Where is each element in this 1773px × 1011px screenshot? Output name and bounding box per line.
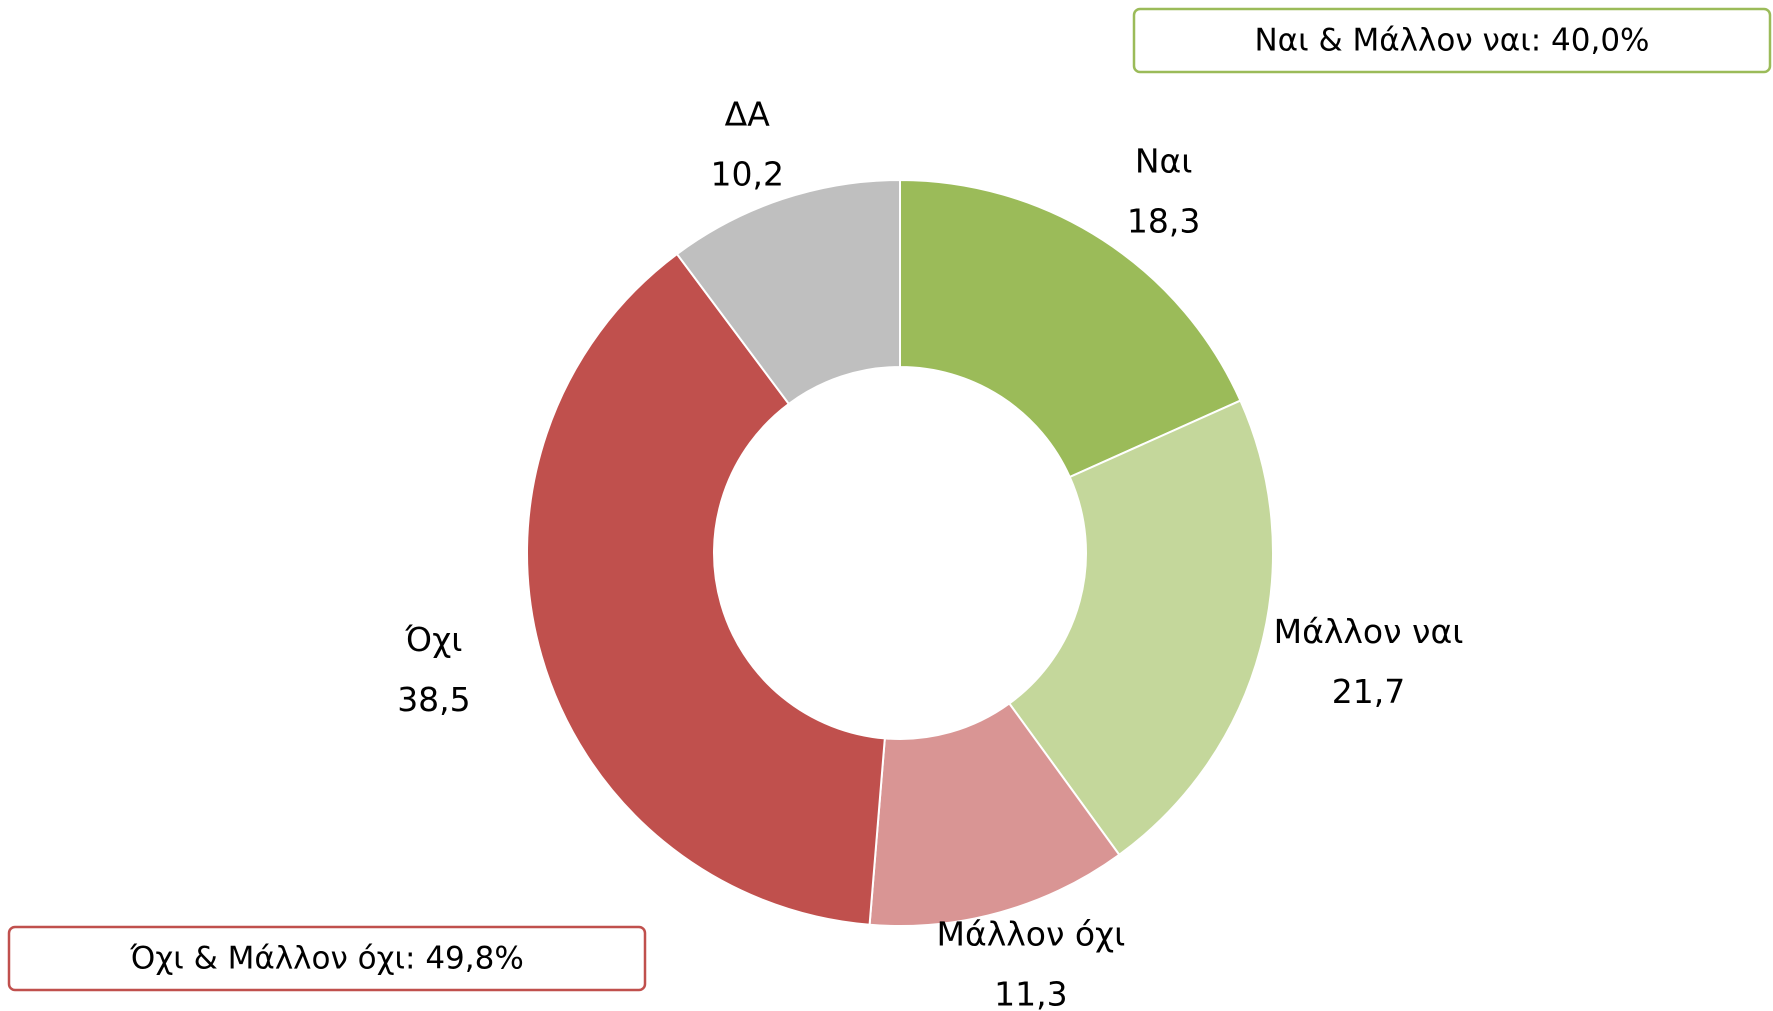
donut-slice <box>526 252 886 926</box>
value-label: 18,3 <box>1127 202 1200 241</box>
annotation-box <box>7 925 647 992</box>
donut-slice <box>899 178 1242 479</box>
annotation: Όχι & Μάλλον όχι: 49,8% <box>129 941 524 977</box>
donut-slice <box>868 702 1121 927</box>
donut-slice <box>675 178 901 406</box>
slice-label: Ναι <box>1135 142 1193 181</box>
slice-label: Όχι <box>404 620 462 659</box>
slice-label: Μάλλον όχι <box>936 915 1125 954</box>
value-label: 11,3 <box>994 975 1067 1011</box>
value-label: 10,2 <box>711 154 784 193</box>
donut-slice <box>1007 399 1274 857</box>
slice-label: Μάλλον ναι <box>1274 612 1464 651</box>
annotation-box <box>1132 7 1772 74</box>
value-label: 38,5 <box>397 680 470 719</box>
annotation: Ναι & Μάλλον ναι: 40,0% <box>1254 23 1649 59</box>
value-label: 21,7 <box>1332 672 1405 711</box>
slice-label: ΔΑ <box>725 94 771 133</box>
